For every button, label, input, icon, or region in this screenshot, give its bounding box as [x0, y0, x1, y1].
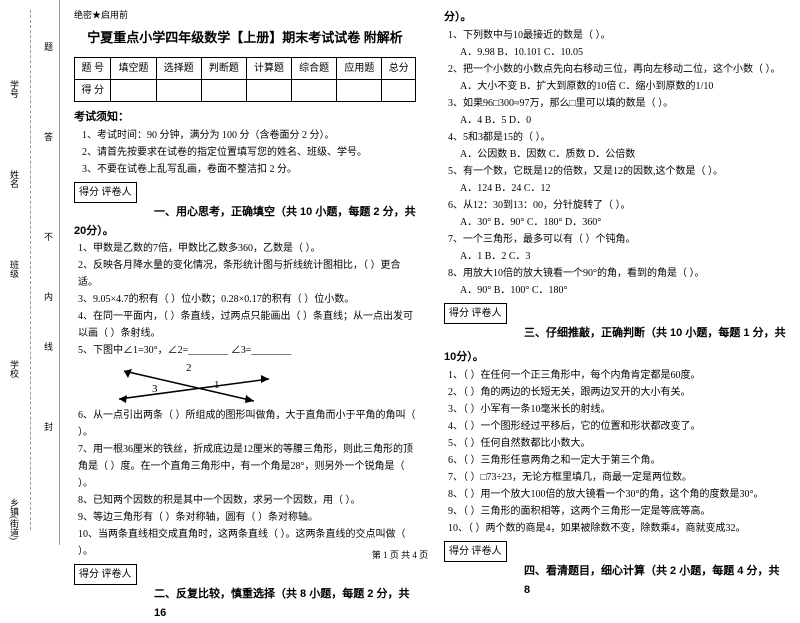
- dash-label: 内: [44, 290, 53, 303]
- q: 5、（ ）任何自然数都比小数大。: [448, 435, 786, 452]
- page-footer: 第 1 页 共 4 页: [0, 548, 800, 561]
- binding-gutter: 乡镇(街道) 学校 班级 姓名 学号 封 线 内 不 答 题: [0, 0, 60, 545]
- q: 3、如果96□300≈97万，那么□里可以填的数是（ ）。: [448, 95, 786, 112]
- q: 8、用放大10倍的放大镜看一个90°的角，看到的角是（ ）。: [448, 265, 786, 282]
- q: 7、用一根36厘米的铁丝，折成底边是12厘米的等腰三角形，则此三角形的顶角是（ …: [78, 441, 416, 492]
- td-blank[interactable]: [201, 80, 246, 102]
- q: 5、下图中∠1=30°，∠2=________ ∠3=________: [78, 342, 416, 359]
- left-column: 绝密★启用前 宁夏重点小学四年级数学【上册】期末考试试卷 附解析 题 号 填空题…: [60, 0, 430, 545]
- notice-title: 考试须知：: [74, 108, 416, 127]
- th: 题 号: [75, 58, 111, 80]
- opts: A．1 B．2 C．3: [460, 248, 786, 265]
- score-box: 得分 评卷人: [74, 564, 137, 585]
- dash-label: 题: [44, 40, 53, 53]
- opts: A．90° B．100° C．180°: [460, 282, 786, 299]
- section2-title2: 分）。: [444, 8, 786, 27]
- exam-title: 宁夏重点小学四年级数学【上册】期末考试试卷 附解析: [74, 27, 416, 49]
- score-box: 得分 评卷人: [74, 182, 137, 203]
- opts: A．124 B．24 C．12: [460, 180, 786, 197]
- q: 6、从一点引出两条（ ）所组成的图形叫做角，大于直角而小于平角的角叫（ ）。: [78, 407, 416, 441]
- td-blank[interactable]: [156, 80, 201, 102]
- q: 9、等边三角形有（ ）条对称轴，圆有（ ）条对称轴。: [78, 509, 416, 526]
- notice: 3、不要在试卷上乱写乱画，卷面不整洁扣 2 分。: [82, 161, 416, 178]
- q: 3、（ ）小军有一条10毫米长的射线。: [448, 401, 786, 418]
- section3-title: 三、仔细推敲，正确判断（共 10 小题，每题 1 分，共: [444, 324, 786, 343]
- th: 计算题: [246, 58, 291, 80]
- angle-label-2: 2: [186, 362, 192, 374]
- q: 7、（ ）□73÷23，无论方框里填几，商最一定是两位数。: [448, 469, 786, 486]
- q: 4、在同一平面内，（ ）条直线，过两点只能画出（ ）条直线；从一点出发可以画（ …: [78, 308, 416, 342]
- gutter-label: 姓名: [8, 170, 21, 188]
- opts: A．4 B．5 D．0: [460, 112, 786, 129]
- section1-title: 一、用心思考，正确填空（共 10 小题，每题 2 分，共: [74, 203, 416, 222]
- dash-label: 不: [44, 230, 53, 243]
- td-blank[interactable]: [246, 80, 291, 102]
- gutter-label: 乡镇(街道): [8, 498, 21, 540]
- td-blank[interactable]: [111, 80, 156, 102]
- gutter-label: 学校: [8, 360, 21, 378]
- th: 应用题: [337, 58, 382, 80]
- section4-title: 四、看清题目，细心计算（共 2 小题，每题 4 分，共 8: [444, 562, 786, 599]
- gutter-label: 学号: [8, 80, 21, 98]
- right-column: 分）。 1、下列数中与10最接近的数是（ ）。 A．9.98 B．10.101 …: [430, 0, 800, 545]
- q: 2、把一个小数的小数点先向右移动三位，再向左移动二位，这个小数（ ）。: [448, 61, 786, 78]
- th: 判断题: [201, 58, 246, 80]
- gutter-dashline: [30, 10, 31, 530]
- dash-label: 线: [44, 340, 53, 353]
- q: 8、（ ）用一个放大100倍的放大镜看一个30°的角，这个角的度数是30°。: [448, 486, 786, 503]
- q: 2、反映各月降水量的变化情况，条形统计图与折线统计图相比，（ ）更合适。: [78, 257, 416, 291]
- q: 5、有一个数，它既是12的倍数，又是12的因数,这个数是（ ）。: [448, 163, 786, 180]
- dash-label: 封: [44, 420, 53, 433]
- q: 6、（ ）三角形任意两角之和一定大于第三个角。: [448, 452, 786, 469]
- q: 7、一个三角形，最多可以有（ ）个钝角。: [448, 231, 786, 248]
- th: 总分: [382, 58, 416, 80]
- td-blank[interactable]: [382, 80, 416, 102]
- q: 4、（ ）一个图形经过平移后，它的位置和形状都改变了。: [448, 418, 786, 435]
- opts: A．大小不变 B．扩大到原数的10倍 C．缩小到原数的1/10: [460, 78, 786, 95]
- opts: A．30° B．90° C．180° D．360°: [460, 214, 786, 231]
- q: 8、已知两个因数的积是其中一个因数，求另一个因数，用（ ）。: [78, 492, 416, 509]
- gutter-label: 班级: [8, 260, 21, 278]
- notice: 2、请首先按要求在试卷的指定位置填写您的姓名、班级、学号。: [82, 144, 416, 161]
- secret-tag: 绝密★启用前: [74, 8, 416, 23]
- q: 10、（ ）两个数的商是4，如果被除数不变，除数乘4，商就变成32。: [448, 520, 786, 537]
- opts: A．9.98 B．10.101 C．10.05: [460, 44, 786, 61]
- angle-label-3: 3: [152, 383, 158, 395]
- q: 1、（ ）在任何一个正三角形中，每个内角肯定都是60度。: [448, 367, 786, 384]
- score-table: 题 号 填空题 选择题 判断题 计算题 综合题 应用题 总分 得 分: [74, 57, 416, 102]
- q: 4、5和3都是15的（ ）。: [448, 129, 786, 146]
- q: 1、甲数是乙数的7倍，甲数比乙数多360，乙数是（ ）。: [78, 240, 416, 257]
- td-blank[interactable]: [292, 80, 337, 102]
- opts: A．公因数 B．因数 C．质数 D．公倍数: [460, 146, 786, 163]
- angle-label-1: 1: [214, 379, 220, 391]
- q: 2、（ ）角的两边的长短无关，跟两边叉开的大小有关。: [448, 384, 786, 401]
- td-label: 得 分: [75, 80, 111, 102]
- section2-title: 二、反复比较，慎重选择（共 8 小题，每题 2 分，共 16: [74, 585, 416, 622]
- q: 9、（ ）三角形的面积相等，这两个三角形一定是等底等高。: [448, 503, 786, 520]
- q: 1、下列数中与10最接近的数是（ ）。: [448, 27, 786, 44]
- section1-title2: 20分）。: [74, 222, 416, 241]
- angle-diagram: 2 3 1: [114, 361, 274, 405]
- th: 综合题: [292, 58, 337, 80]
- q: 3、9.05×4.7的积有（ ）位小数；0.28×0.17的积有（ ）位小数。: [78, 291, 416, 308]
- score-box: 得分 评卷人: [444, 303, 507, 324]
- th: 选择题: [156, 58, 201, 80]
- th: 填空题: [111, 58, 156, 80]
- dash-label: 答: [44, 130, 53, 143]
- q: 6、从12：30到13：00，分针旋转了（ ）。: [448, 197, 786, 214]
- td-blank[interactable]: [337, 80, 382, 102]
- notice: 1、考试时间：90 分钟，满分为 100 分（含卷面分 2 分）。: [82, 127, 416, 144]
- section3-title2: 10分）。: [444, 348, 786, 367]
